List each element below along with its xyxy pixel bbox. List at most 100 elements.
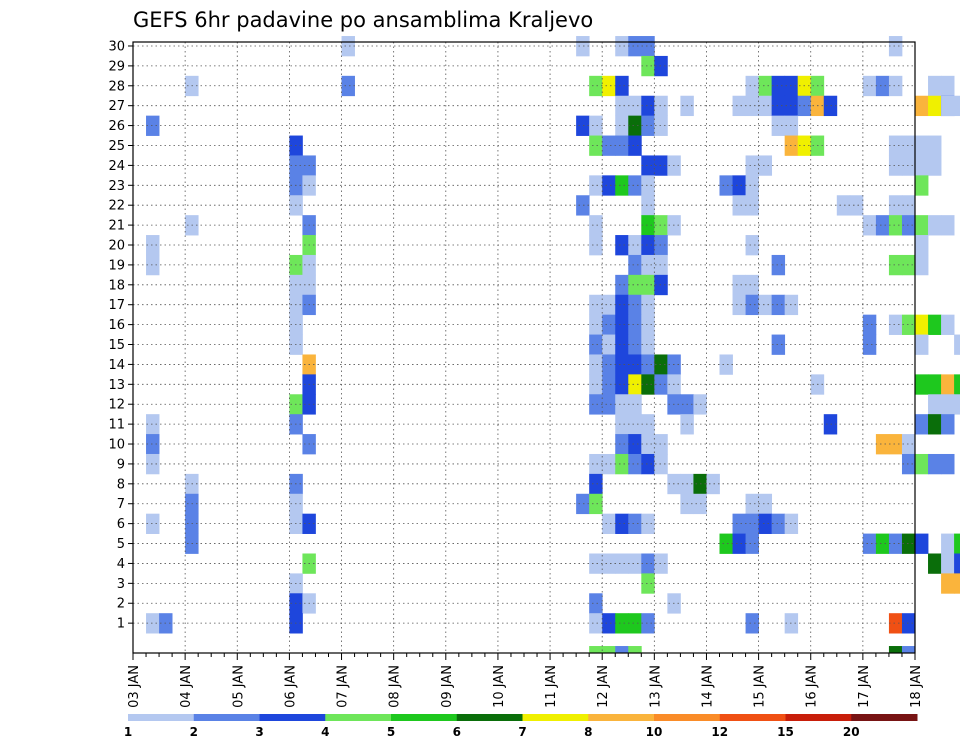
heatmap-cell	[823, 414, 838, 435]
heatmap-cell	[641, 314, 655, 335]
y-tick-label: 22	[108, 199, 125, 214]
heatmap-cell	[758, 294, 773, 316]
heatmap-cell	[771, 334, 786, 355]
heatmap-cell	[615, 334, 629, 355]
heatmap-cell	[771, 75, 786, 97]
x-tick-label: 13 JAN	[648, 665, 663, 708]
heatmap-cell	[954, 533, 960, 554]
heatmap-cell	[589, 553, 603, 574]
colorbar-swatch	[193, 714, 260, 721]
heatmap-cell	[928, 414, 942, 435]
heatmap-cell	[901, 314, 916, 335]
colorbar-label: 12	[711, 725, 728, 739]
y-tick-label: 4	[117, 557, 125, 572]
heatmap-cell	[732, 195, 746, 216]
heatmap-cell	[602, 646, 616, 653]
x-tick-label: 16 JAN	[805, 665, 820, 708]
heatmap-cell	[589, 354, 603, 375]
heatmap-cell	[641, 175, 655, 196]
heatmap-cell	[915, 155, 929, 176]
heatmap-cell	[615, 394, 629, 415]
heatmap-cell	[589, 646, 603, 653]
heatmap-cell	[628, 115, 642, 136]
heatmap-cell	[719, 533, 733, 554]
heatmap-cell	[628, 513, 642, 534]
heatmap-cell	[589, 135, 603, 156]
heatmap-cell	[589, 314, 603, 335]
heatmap-cell	[641, 55, 655, 77]
heatmap-cell	[654, 374, 668, 395]
heatmap-cell	[915, 374, 929, 395]
colorbar-label: 20	[843, 725, 860, 739]
heatmap-cell	[941, 314, 955, 335]
heatmap-cell	[576, 115, 590, 136]
heatmap-cell	[941, 453, 955, 475]
heatmap-cell	[615, 75, 629, 97]
heatmap-cell	[146, 513, 160, 534]
y-tick-label: 12	[108, 398, 125, 413]
heatmap-cell	[615, 36, 629, 57]
heatmap-cell	[654, 235, 668, 256]
x-tick-label: 14 JAN	[700, 665, 715, 708]
y-tick-label: 11	[108, 418, 125, 433]
heatmap-cell	[771, 95, 786, 117]
heatmap-cell	[901, 646, 916, 653]
heatmap-cell	[641, 36, 655, 57]
heatmap-cell	[654, 254, 668, 276]
heatmap-cell	[628, 613, 642, 634]
heatmap-cell	[732, 533, 746, 554]
heatmap-cell	[915, 235, 929, 256]
heatmap-cell	[641, 553, 655, 574]
heatmap-cell	[771, 254, 786, 276]
heatmap-cell	[628, 274, 642, 296]
heatmap-cell	[628, 394, 642, 415]
heatmap-cell	[615, 175, 629, 196]
heatmap-cell	[915, 215, 929, 236]
heatmap-cell	[745, 294, 759, 316]
heatmap-cell	[862, 314, 877, 335]
heatmap-cell	[654, 215, 668, 236]
heatmap-cell	[615, 135, 629, 156]
heatmap-cell	[915, 254, 929, 276]
heatmap-cell	[941, 215, 955, 236]
heatmap-cell	[901, 434, 916, 455]
heatmap-cell	[602, 513, 616, 534]
heatmap-cell	[758, 493, 773, 515]
y-tick-label: 16	[108, 318, 125, 333]
heatmap-cell	[941, 573, 955, 594]
heatmap-cell	[146, 434, 160, 455]
x-axis-ticks: 03 JAN 04 JAN 05 JAN 06 JAN 07 JAN 08 JAN 09 J…	[127, 653, 924, 708]
heatmap-cell	[875, 434, 890, 455]
x-tick-label: 07 JAN	[336, 665, 351, 708]
heatmap-cell	[589, 493, 603, 515]
heatmap-cell	[901, 195, 916, 216]
colorbar-label: 5	[387, 725, 395, 739]
y-tick-label: 2	[117, 597, 125, 612]
heatmap-cell	[146, 235, 160, 256]
heatmap-cell	[615, 95, 629, 117]
x-tick-label: 06 JAN	[283, 665, 298, 708]
heatmap-cell	[928, 155, 942, 176]
heatmap-cell	[654, 95, 668, 117]
heatmap-cell	[862, 334, 877, 355]
heatmap-cell	[628, 254, 642, 276]
heatmap-cell	[628, 334, 642, 355]
heatmap-cell	[641, 254, 655, 276]
heatmap-cell	[823, 95, 838, 117]
heatmap-cell	[589, 453, 603, 475]
heatmap-cell	[602, 75, 616, 97]
heatmap-cell	[341, 75, 355, 97]
heatmap-cell	[615, 314, 629, 335]
heatmap-cell	[654, 115, 668, 136]
y-tick-label: 6	[117, 517, 125, 532]
heatmap-cell	[928, 553, 942, 574]
heatmap-cell	[901, 155, 916, 176]
heatmap-cell	[915, 95, 929, 117]
heatmap-cell	[745, 175, 759, 196]
heatmap-cell	[915, 314, 929, 335]
heatmap-cell	[888, 36, 903, 57]
heatmap-cell	[941, 553, 955, 574]
heatmap-cell	[628, 135, 642, 156]
heatmap-cell	[849, 195, 864, 216]
heatmap-cell	[589, 115, 603, 136]
